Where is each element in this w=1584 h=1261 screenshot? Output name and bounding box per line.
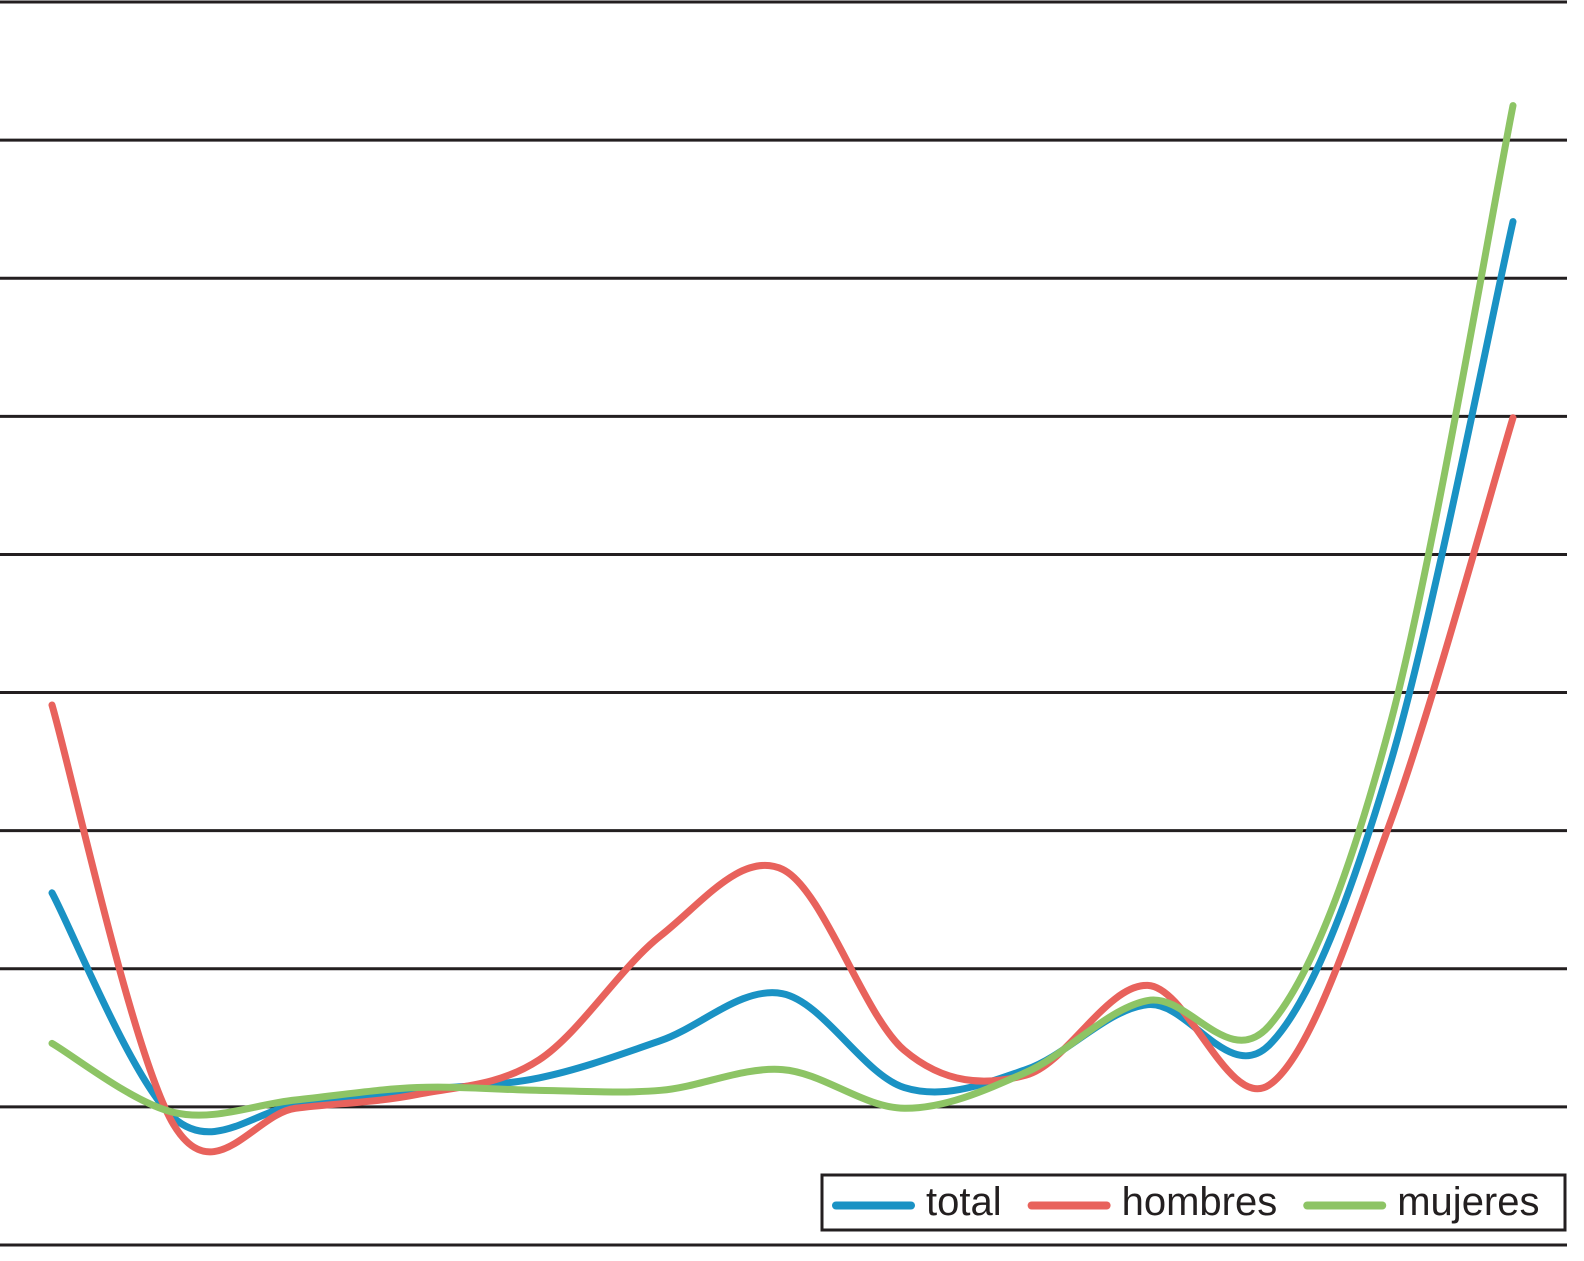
legend-label: mujeres (1397, 1180, 1539, 1224)
line-series (48, 102, 1517, 1119)
legend-box (820, 1173, 1567, 1232)
line-series (48, 414, 1517, 1156)
legend: total hombres mujeres (820, 1173, 1567, 1232)
legend-label: total (926, 1180, 1002, 1224)
legend-label: hombres (1122, 1180, 1278, 1224)
